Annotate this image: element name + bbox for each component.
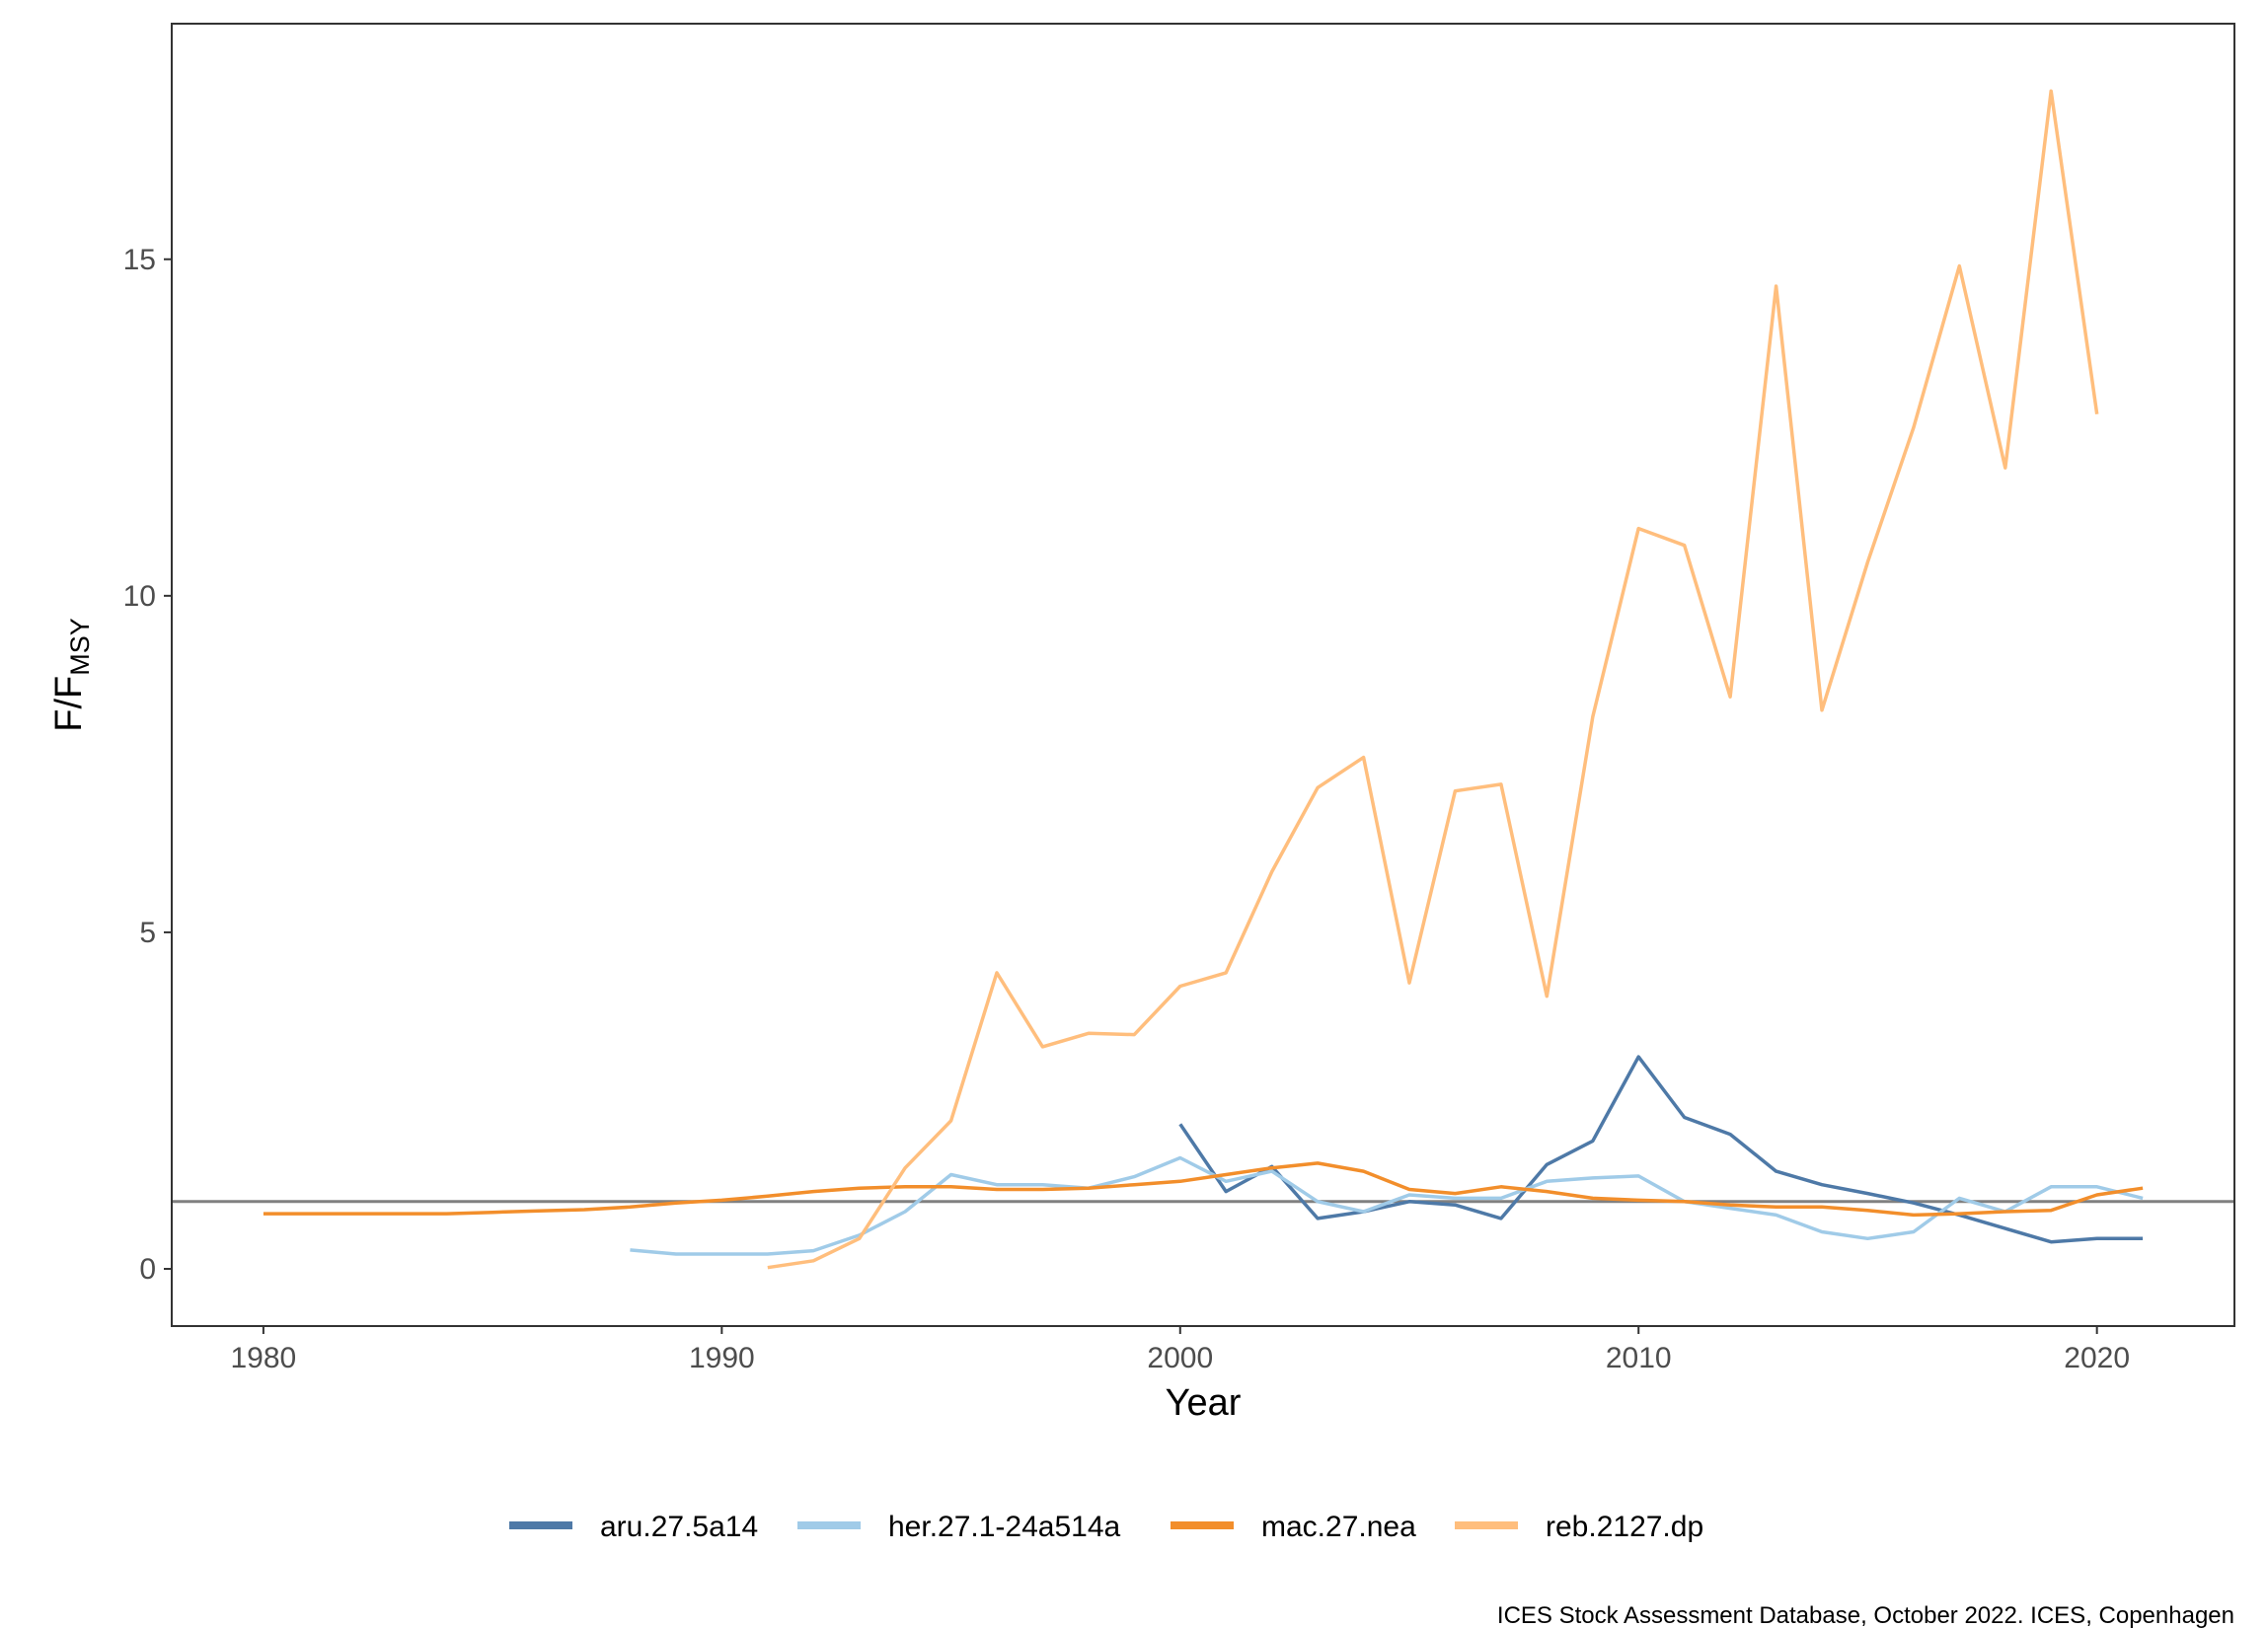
y-axis-title: F/FMSY: [48, 618, 95, 732]
x-tick-label: 1990: [689, 1342, 755, 1374]
x-tick-label: 2010: [1606, 1342, 1672, 1374]
plot-border: [171, 23, 2235, 1327]
y-tick-label: 5: [139, 917, 156, 949]
y-axis-title-sub: MSY: [65, 618, 95, 676]
series-line-reb.2127.dp: [767, 89, 2099, 1270]
legend-label-her.27.1-24a514a: her.27.1-24a514a: [888, 1511, 1121, 1543]
y-tick-label: 10: [123, 580, 156, 613]
y-tick-label: 15: [123, 244, 156, 276]
legend-label-mac.27.nea: mac.27.nea: [1261, 1511, 1416, 1543]
series-line-aru.27.5a14: [1178, 1055, 2144, 1244]
plot-panel: [172, 24, 2234, 1326]
legend-label-aru.27.5a14: aru.27.5a14: [600, 1511, 758, 1543]
legend: aru.27.5a14 her.27.1-24a514a mac.27.nea reb…: [509, 1511, 1703, 1543]
x-tick-label: 2020: [2064, 1342, 2130, 1374]
legend-label-reb.2127.dp: reb.2127.dp: [1546, 1511, 1703, 1543]
x-axis: 1980 1990 2000 2010 2020: [231, 1326, 2130, 1374]
x-tick-label: 1980: [231, 1342, 297, 1374]
caption: ICES Stock Assessment Database, October …: [1497, 1602, 2234, 1628]
x-tick-label: 2000: [1147, 1342, 1213, 1374]
series-line-her.27.1-24a514a: [630, 1155, 2144, 1256]
x-axis-title: Year: [1166, 1382, 1242, 1424]
y-tick-label: 0: [139, 1253, 156, 1286]
y-axis: 0 5 10 15: [123, 244, 172, 1286]
y-axis-title-main: F/F: [48, 676, 90, 732]
series-line-mac.27.nea: [263, 1161, 2144, 1218]
series-layer: [263, 89, 2144, 1270]
